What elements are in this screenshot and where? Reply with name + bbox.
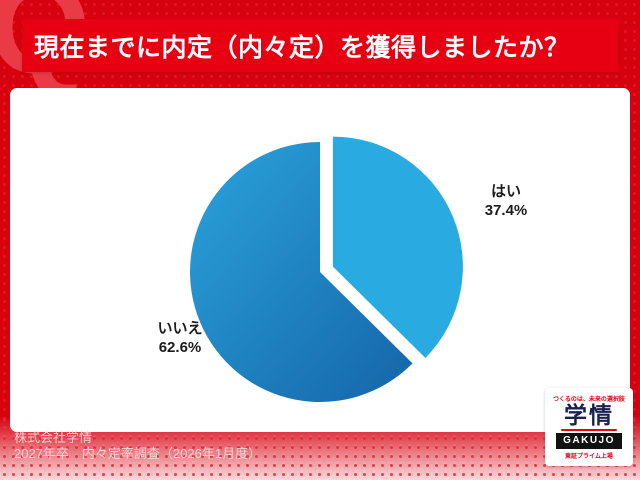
pie-label-no: いいえ 62.6% [120, 320, 240, 358]
pie-label-yes-value: 37.4% [484, 201, 528, 219]
logo-subtext: 東証プライム上場 [565, 453, 613, 460]
gakujo-logo: つくるのは、未来の選択肢 学情 GAKUJO 東証プライム上場 [545, 388, 633, 466]
pie-label-no-value: 62.6% [158, 338, 202, 356]
page-title: 現在までに内定（内々定）を獲得しましたか？ [34, 33, 570, 62]
pie-label-yes: はい 37.4% [456, 183, 556, 221]
footer-survey: 2027年卒 内々定率調査（2026年1月度） [14, 446, 262, 462]
chart-panel: はい 37.4% いいえ 62.6% [10, 88, 630, 432]
footer-company: 株式会社学情 [14, 430, 93, 445]
title-banner: 現在までに内定（内々定）を獲得しましたか？ [22, 19, 618, 72]
logo-underline [561, 428, 617, 431]
logo-tagline: つくるのは、未来の選択肢 [553, 397, 625, 404]
pie-chart [189, 136, 463, 402]
pie-slice-1 [189, 142, 413, 402]
logo-brand-en: GAKUJO [556, 432, 622, 449]
logo-brand-text: 学情 [564, 402, 614, 429]
footer-text: 株式会社学情 2027年卒 内々定率調査（2026年1月度） [14, 430, 261, 463]
pie-label-yes-text: はい [490, 183, 521, 200]
pie-label-no-text: いいえ [157, 320, 203, 337]
pie-slice-0 [332, 136, 463, 358]
